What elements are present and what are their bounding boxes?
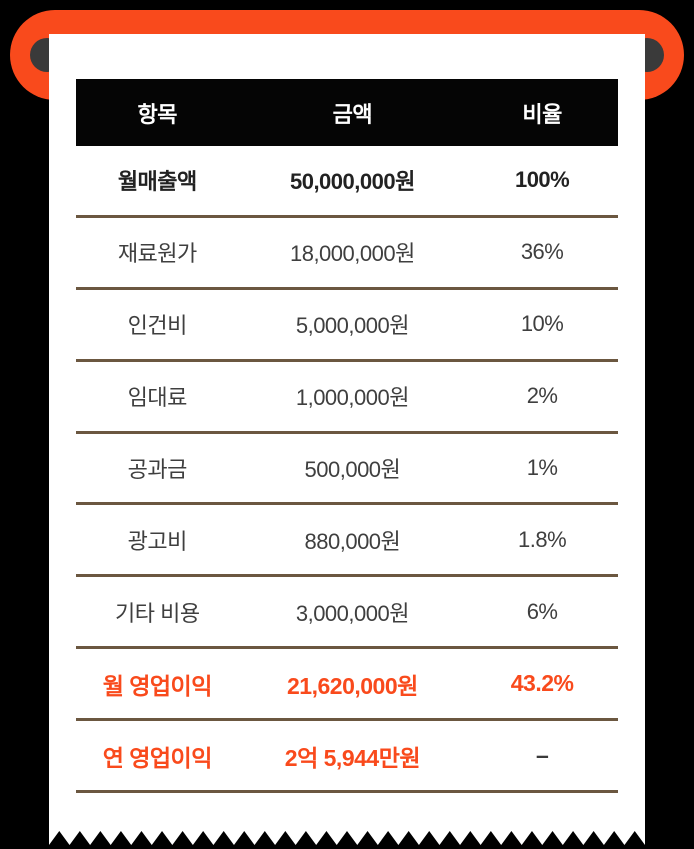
- row-item-label: 기타 비용: [115, 600, 200, 626]
- table-row: 재료원가 18,000,000원 36%: [76, 218, 618, 290]
- row-item-label: 인건비: [127, 313, 188, 339]
- row-ratio-value: 10%: [520, 311, 564, 337]
- row-ratio-value: 1%: [526, 455, 558, 480]
- row-amount-value: 3,000,000원: [295, 600, 410, 626]
- row-item-label: 월 영업이익: [102, 672, 213, 699]
- row-item-label: 임대료: [127, 385, 188, 411]
- row-amount-value: 5,000,000원: [295, 313, 410, 339]
- table-row: 연 영업이익 2억 5,944만원 –: [76, 721, 618, 794]
- row-amount-value: 880,000원: [304, 528, 401, 554]
- row-ratio-value: 6%: [526, 598, 558, 624]
- table-row: 월매출액 50,000,000원 100%: [76, 146, 618, 218]
- row-ratio-value: 36%: [520, 239, 564, 265]
- table-row: 광고비 880,000원 1.8%: [76, 505, 618, 578]
- row-item-label: 광고비: [127, 528, 188, 554]
- row-amount-value: 1,000,000원: [295, 385, 410, 411]
- row-ratio-value: 2%: [526, 383, 558, 409]
- row-ratio-value: 1.8%: [518, 526, 567, 552]
- row-item-label: 월매출액: [117, 169, 197, 195]
- row-item-label: 연 영업이익: [102, 744, 213, 771]
- column-header-item: 항목: [137, 101, 178, 127]
- row-ratio-value: 100%: [514, 167, 570, 193]
- table-row: 인건비 5,000,000원 10%: [76, 290, 618, 362]
- table-row: 월 영업이익 21,620,000원 43.2%: [76, 649, 618, 722]
- row-amount-value: 2억 5,944만원: [284, 744, 421, 771]
- row-item-label: 재료원가: [117, 241, 197, 267]
- table-row: 공과금 500,000원 1%: [76, 434, 618, 506]
- table-body: 월매출액 50,000,000원 100% 재료원가 18,000,000원 3…: [76, 146, 618, 794]
- row-amount-value: 21,620,000원: [287, 672, 418, 699]
- torn-edge-zigzag: [49, 831, 645, 845]
- row-item-label: 공과금: [127, 457, 188, 482]
- row-amount-value: 50,000,000원: [289, 169, 415, 195]
- receipt-paper-body: 항목 금액 비율 월매출액 50,000,000원 100% 재료원가 18,0…: [49, 34, 645, 831]
- table-row: 기타 비용 3,000,000원 6%: [76, 577, 618, 650]
- row-ratio-value: –: [535, 742, 549, 769]
- column-header-ratio: 비율: [522, 101, 562, 127]
- row-ratio-value: 43.2%: [510, 670, 574, 697]
- table-row: 임대료 1,000,000원 2%: [76, 362, 618, 434]
- row-amount-value: 18,000,000원: [289, 241, 415, 267]
- row-amount-value: 500,000원: [304, 457, 401, 482]
- table-header-row: 항목 금액 비율: [76, 79, 618, 146]
- column-header-amount: 금액: [332, 101, 373, 127]
- receipt-paper: 항목 금액 비율 월매출액 50,000,000원 100% 재료원가 18,0…: [49, 34, 645, 845]
